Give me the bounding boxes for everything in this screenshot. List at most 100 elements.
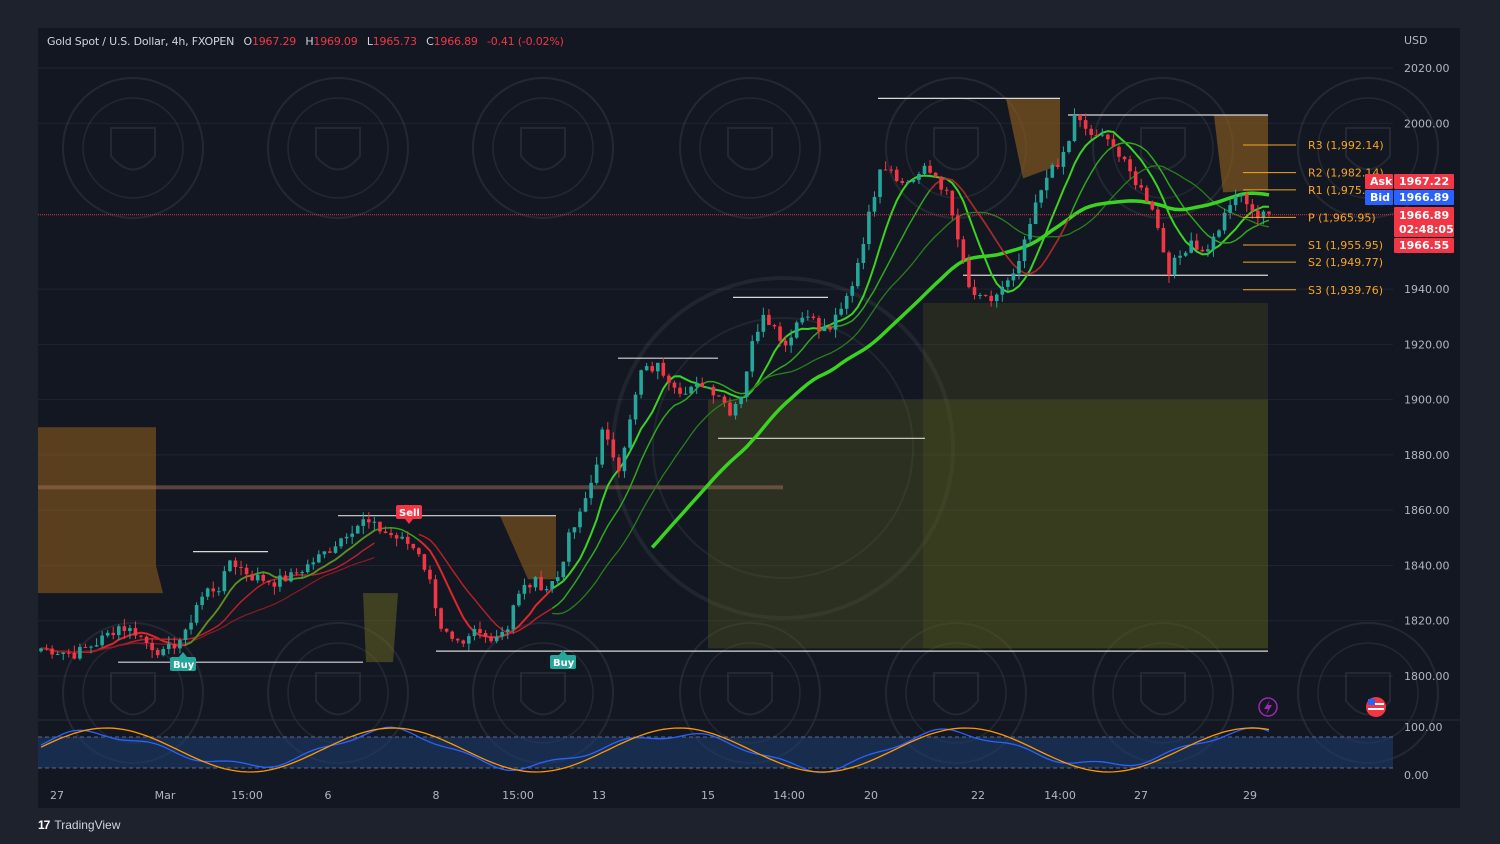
time-axis[interactable]: 27 Mar 15:00 6 8 15:00 13 15 14:00 20 22 14:00 27 29 [50,789,1257,802]
candle [1094,129,1099,137]
candle [911,178,916,184]
candle [700,377,705,388]
candle [361,512,366,535]
candle [828,323,832,333]
candle [789,329,793,353]
symbol-title[interactable]: Gold Spot / U.S. Dollar, 4h, FXOPEN [47,35,235,48]
candle [122,618,127,639]
candle [683,386,688,395]
candle [806,310,810,321]
candle [244,563,249,582]
candle [1089,124,1093,140]
chart-frame[interactable]: R3 (1,992.14) R2 (1,982.14) R1 (1,975. P (1… [38,28,1460,808]
candle [644,362,649,371]
us-flag-icon[interactable] [1366,697,1386,717]
pivot-lines: R3 (1,992.14) R2 (1,982.14) R1 (1,975. P (1… [1243,139,1384,297]
candle [428,565,432,584]
stochastic-oscillator: 100.00 0.00 [38,719,1460,782]
candle [1139,178,1143,191]
candle [89,645,93,654]
candle [405,531,410,550]
resistance-zone [38,485,783,490]
time-axis-label: 15 [701,789,715,802]
candle [1100,128,1105,137]
tradingview-logo[interactable]: 17 TradingView [38,818,120,832]
candle [544,585,549,593]
candle [350,525,354,545]
candle [1183,250,1188,257]
candle [178,637,182,654]
candle [1000,280,1005,302]
price-axis-label: 1840.00 [1404,559,1450,572]
grid-lines [38,67,1393,677]
candle [728,397,732,417]
candle [155,647,160,659]
candle [411,543,416,551]
candle [622,446,627,478]
candle [867,204,871,251]
tradingview-brand: TradingView [54,818,121,832]
legend-header[interactable]: Gold Spot / U.S. Dollar, 4h, FXOPEN O 196… [47,35,564,48]
pivot-label: S1 (1,955.95) [1308,239,1383,252]
candle [100,631,104,648]
signal-markers: Sell Buy Buy [170,505,576,671]
candle [989,290,993,307]
bid-label-tag: Bid [1365,190,1393,205]
price-axis-label: 1860.00 [1404,504,1450,517]
price-axis[interactable]: 2020.00 2000.00 1940.00 1920.00 1900.00 1880.… [1404,34,1450,683]
candle [255,567,260,584]
candle [928,160,932,175]
candle [322,551,327,559]
candle [689,385,693,394]
watermark-seal [62,77,204,219]
candle [1061,146,1066,175]
currency-label[interactable]: USD [1404,34,1428,47]
bid-price-tag: 1966.89 [1394,190,1454,205]
ma-mid-red [929,177,1070,275]
svg-text:1966.89: 1966.89 [1399,209,1449,222]
candle [450,630,454,642]
price-axis-label: 1920.00 [1404,338,1450,351]
lightning-icon[interactable] [1258,697,1278,717]
candle [461,639,466,648]
candle [589,474,593,505]
chart-icons[interactable] [1258,697,1386,717]
candle [900,177,905,186]
candle [1167,250,1171,283]
oscillator-axis-label: 100.00 [1404,721,1443,734]
candle [355,524,360,534]
candle [494,630,499,644]
chart-canvas[interactable]: R3 (1,992.14) R2 (1,982.14) R1 (1,975. P (1… [38,28,1460,808]
candle [39,647,43,653]
candle [1072,108,1077,143]
candle [161,646,166,657]
watermark-seal [472,77,614,219]
candle [78,643,82,661]
candle [283,571,288,582]
candle [1178,250,1182,266]
candle [555,571,560,584]
candle [767,309,771,326]
candle [478,621,482,639]
candle [417,547,421,557]
candle [967,254,971,289]
candle [505,625,510,640]
candle [489,632,493,644]
candle [261,572,266,583]
candle [455,637,460,644]
high-value: 1969.09 [313,35,358,48]
svg-text:1966.89: 1966.89 [1399,191,1449,204]
candle [633,391,638,425]
open-label: O [243,35,252,48]
candle [639,369,643,399]
sell-signal: Sell [396,505,422,524]
pivot-label: R3 (1,992.14) [1308,139,1384,152]
time-axis-label: Mar [155,789,176,802]
candle [189,614,193,635]
candle [717,395,721,397]
time-axis-label: 29 [1243,789,1257,802]
candle [44,644,49,651]
candle [278,568,282,592]
candle [422,553,427,572]
candle [128,624,132,639]
